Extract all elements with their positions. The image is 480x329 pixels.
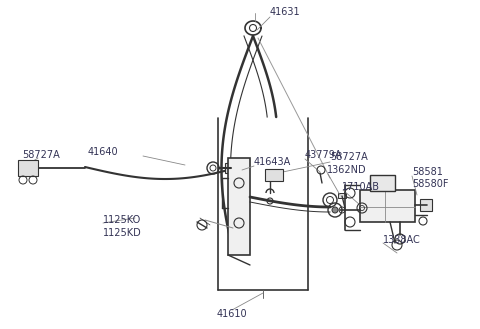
- Text: 41631: 41631: [270, 7, 300, 17]
- Text: 58727A: 58727A: [330, 152, 368, 162]
- Text: 58727A: 58727A: [22, 150, 60, 160]
- Bar: [360, 190, 415, 222]
- Text: 58580F: 58580F: [412, 179, 448, 189]
- Text: 41610: 41610: [216, 309, 247, 319]
- Bar: [265, 169, 283, 181]
- Text: 1362ND: 1362ND: [327, 165, 367, 175]
- Bar: [18, 160, 38, 176]
- Text: 41643A: 41643A: [254, 157, 291, 167]
- Bar: [370, 175, 395, 191]
- Text: 58581: 58581: [412, 167, 443, 177]
- Bar: [420, 199, 432, 211]
- Bar: [225, 163, 235, 173]
- Text: 43779A: 43779A: [305, 150, 343, 160]
- Circle shape: [250, 24, 256, 32]
- Text: 1710AB: 1710AB: [342, 182, 380, 192]
- Bar: [228, 158, 250, 255]
- Text: 1125KO: 1125KO: [103, 215, 141, 225]
- Text: 1338AC: 1338AC: [383, 235, 421, 245]
- Text: 41640: 41640: [88, 147, 118, 157]
- Bar: [338, 193, 346, 198]
- Text: 1125KD: 1125KD: [103, 228, 142, 238]
- Circle shape: [332, 207, 338, 213]
